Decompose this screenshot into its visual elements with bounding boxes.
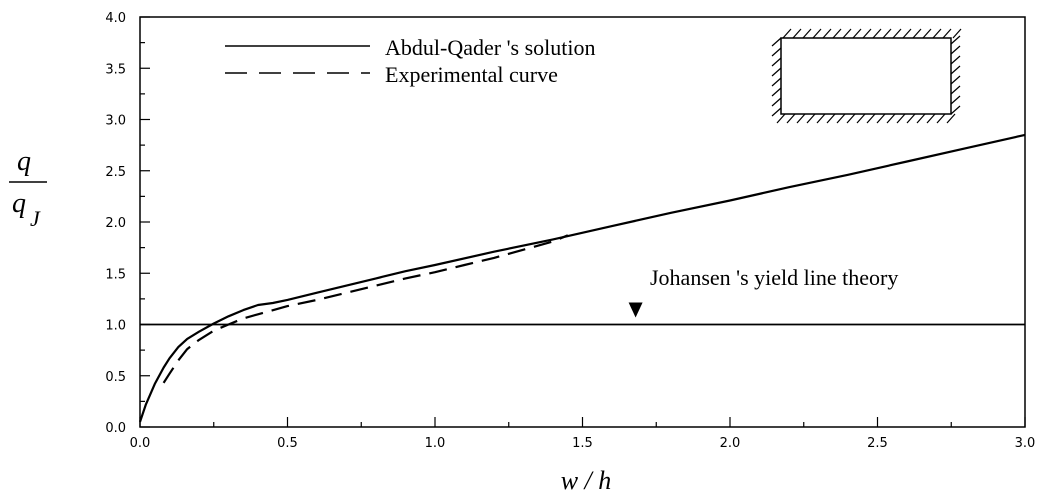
axis-ticks: 0.0 0.5 1.0 1.5 2.0 2.5 3.0 0.0 0.5 1.0 1.5 2.0 2.5 3… <box>105 11 1035 451</box>
y-tick-label: 4.0 <box>105 11 126 26</box>
hatch-mark <box>906 113 916 124</box>
hatch-mark <box>950 75 961 85</box>
hatch-mark <box>816 113 826 124</box>
hatch-mark <box>771 37 782 47</box>
hatch-mark <box>950 35 961 45</box>
x-tick-label: 2.5 <box>867 436 888 451</box>
hatch-mark <box>892 28 902 39</box>
x-tick-label: 3.0 <box>1015 436 1036 451</box>
hatch-mark <box>866 113 876 124</box>
hatch-mark <box>876 113 886 124</box>
legend-label-experimental: Experimental curve <box>385 62 558 87</box>
y-axis-label-denominator: q <box>12 188 26 219</box>
y-tick-label: 0.5 <box>105 370 126 385</box>
hatch-mark <box>872 28 882 39</box>
hatch-mark <box>950 45 961 55</box>
hatch-mark <box>776 113 786 124</box>
hatch-mark <box>846 113 856 124</box>
x-tick-label: 1.5 <box>572 436 593 451</box>
plate-rectangle <box>780 37 952 115</box>
y-tick-label: 0.0 <box>105 421 126 436</box>
x-tick-label: 1.0 <box>425 436 446 451</box>
hatch-mark <box>771 107 782 117</box>
x-tick-label: 2.0 <box>720 436 741 451</box>
hatch-mark <box>950 55 961 65</box>
hatch-mark <box>950 85 961 95</box>
reference-line-arrow <box>628 302 643 318</box>
y-axis-label-subscript: J <box>30 206 41 231</box>
hatch-mark <box>826 113 836 124</box>
hatch-mark <box>771 97 782 107</box>
hatch-mark <box>786 113 796 124</box>
hatch-mark <box>912 28 922 39</box>
hatch-mark <box>936 113 946 124</box>
hatch-mark <box>836 113 846 124</box>
hatch-mark <box>806 113 816 124</box>
y-tick-label: 1.0 <box>105 319 126 334</box>
y-axis-label-numerator: q <box>17 146 31 177</box>
series-line-solution <box>138 133 1026 423</box>
y-tick-label: 3.5 <box>105 62 126 77</box>
y-tick-label: 3.0 <box>105 114 126 129</box>
hatch-mark <box>771 87 782 97</box>
hatch-mark <box>950 65 961 75</box>
reference-line-group <box>140 302 1025 326</box>
hatch-mark <box>856 113 866 124</box>
hatch-mark <box>782 28 792 39</box>
hatch-mark <box>842 28 852 39</box>
series-lines <box>138 133 1026 423</box>
hatch-mark <box>822 28 832 39</box>
y-tick-label: 1.5 <box>105 267 126 282</box>
hatch-mark <box>950 105 961 115</box>
hatch-mark <box>802 28 812 39</box>
series-line-experimental <box>162 234 569 384</box>
hatch-mark <box>882 28 892 39</box>
hatch-mark <box>832 28 842 39</box>
hatch-mark <box>902 28 912 39</box>
x-axis-label: w / h <box>561 466 612 491</box>
hatch-mark <box>771 77 782 87</box>
hatch-mark <box>796 113 806 124</box>
hatch-mark <box>932 28 942 39</box>
hatch-mark <box>886 113 896 124</box>
legend-label-solution: Abdul-Qader 's solution <box>385 35 596 60</box>
clamped-edge-hatching <box>771 28 962 124</box>
hatch-mark <box>896 113 906 124</box>
legend: Abdul-Qader 's solution Experimental cur… <box>225 35 596 87</box>
hatch-mark <box>862 28 872 39</box>
hatch-mark <box>942 28 952 39</box>
y-tick-label: 2.0 <box>105 216 126 231</box>
hatch-mark <box>852 28 862 39</box>
hatch-mark <box>771 47 782 57</box>
hatch-mark <box>792 28 802 39</box>
clamped-plate-diagram <box>771 28 962 124</box>
reference-line-label: Johansen 's yield line theory <box>650 265 898 290</box>
y-tick-label: 2.5 <box>105 165 126 180</box>
x-tick-label: 0.0 <box>130 436 151 451</box>
hatch-mark <box>916 113 926 124</box>
hatch-mark <box>952 28 962 39</box>
hatch-mark <box>812 28 822 39</box>
hatch-mark <box>922 28 932 39</box>
hatch-mark <box>771 57 782 67</box>
x-tick-label: 0.5 <box>277 436 298 451</box>
hatch-mark <box>946 113 956 124</box>
hatch-mark <box>950 95 961 105</box>
hatch-mark <box>926 113 936 124</box>
hatch-mark <box>771 67 782 77</box>
